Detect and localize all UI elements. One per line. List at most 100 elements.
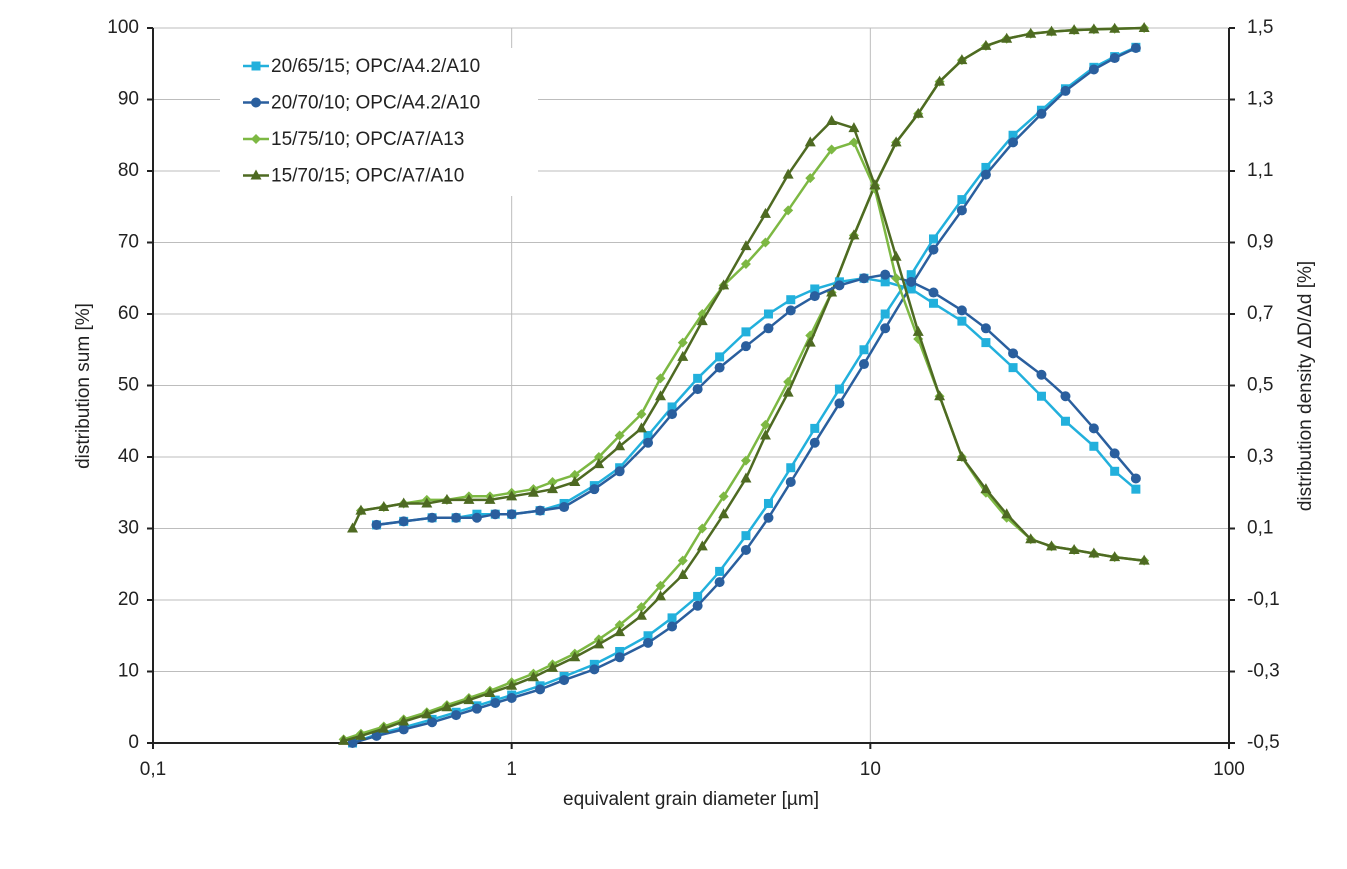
marker [809, 437, 820, 448]
marker [490, 697, 501, 708]
marker [677, 555, 688, 566]
marker [614, 626, 626, 637]
marker [427, 512, 438, 523]
marker [890, 250, 902, 261]
marker [559, 675, 570, 686]
marker [655, 580, 666, 591]
marker [783, 205, 794, 216]
marker [559, 502, 570, 513]
marker [934, 75, 946, 86]
x-tick-label: 1 [506, 759, 517, 780]
marker [677, 568, 689, 579]
marker [880, 277, 890, 287]
marker [1025, 27, 1037, 38]
marker [880, 323, 891, 334]
marker [693, 373, 703, 383]
marker [677, 350, 689, 361]
marker [1088, 423, 1099, 434]
marker [1001, 32, 1013, 43]
marker [251, 61, 261, 71]
marker [804, 136, 816, 147]
line [351, 119, 1145, 562]
marker [1036, 369, 1047, 380]
marker [880, 269, 891, 280]
marker [506, 692, 517, 703]
marker [718, 508, 730, 519]
marker [667, 409, 678, 420]
marker [451, 512, 462, 523]
y-tick-label: 30 [118, 518, 139, 539]
marker [471, 512, 482, 523]
marker [1025, 533, 1037, 544]
marker [667, 613, 677, 623]
marker [484, 493, 496, 504]
marker [763, 323, 774, 334]
y-tick-label: 90 [118, 89, 139, 110]
marker [740, 544, 751, 555]
marker [441, 701, 453, 712]
y-tick-label: 60 [118, 303, 139, 324]
marker [1138, 554, 1150, 565]
marker [782, 386, 794, 397]
marker [338, 734, 350, 745]
legend-label: 20/70/10; OPC/A4.2/A10 [271, 93, 480, 114]
marker [1109, 448, 1120, 459]
marker [614, 430, 625, 441]
marker [463, 694, 475, 705]
series [372, 273, 1141, 530]
marker [635, 609, 647, 620]
marker [714, 577, 725, 588]
marker [980, 483, 992, 494]
marker [378, 501, 390, 512]
marker [834, 384, 844, 394]
marker [506, 509, 517, 520]
marker [809, 291, 820, 302]
marker [1060, 391, 1071, 402]
marker [740, 472, 752, 483]
marker [980, 169, 991, 180]
marker [643, 631, 653, 641]
y2-tick-label: -0,1 [1247, 589, 1280, 610]
marker [251, 97, 261, 108]
marker [347, 522, 359, 533]
marker [980, 323, 991, 334]
marker [763, 512, 774, 523]
marker [547, 661, 559, 672]
marker [834, 280, 845, 291]
marker [785, 305, 796, 316]
marker [718, 279, 730, 290]
series [371, 269, 1141, 530]
marker [398, 724, 409, 735]
marker [593, 458, 605, 469]
marker [906, 270, 916, 280]
marker [589, 659, 599, 669]
marker [956, 305, 967, 316]
marker [1110, 466, 1120, 476]
marker [667, 621, 678, 632]
y2-tick-label: 0,5 [1247, 375, 1273, 396]
x-axis-title: equivalent grain diameter [µm] [563, 789, 819, 810]
y-tick-label: 50 [118, 375, 139, 396]
marker [928, 298, 938, 308]
marker [810, 284, 820, 294]
marker [484, 686, 496, 697]
marker [378, 722, 390, 733]
marker [980, 39, 992, 50]
x-tick-label: 100 [1213, 759, 1245, 780]
marker [667, 402, 677, 412]
y2-tick-label: 1,5 [1247, 17, 1273, 38]
y-tick-label: 0 [128, 732, 139, 753]
marker [451, 710, 462, 721]
marker [715, 566, 725, 576]
x-tick-label: 10 [860, 759, 881, 780]
series [347, 114, 1150, 565]
marker [614, 440, 626, 451]
marker [614, 652, 625, 663]
marker [786, 463, 796, 473]
marker [547, 477, 558, 488]
marker [912, 107, 924, 118]
marker [714, 362, 725, 373]
legend-label: 20/65/15; OPC/A4.2/A10 [271, 56, 480, 77]
marker [635, 422, 647, 433]
